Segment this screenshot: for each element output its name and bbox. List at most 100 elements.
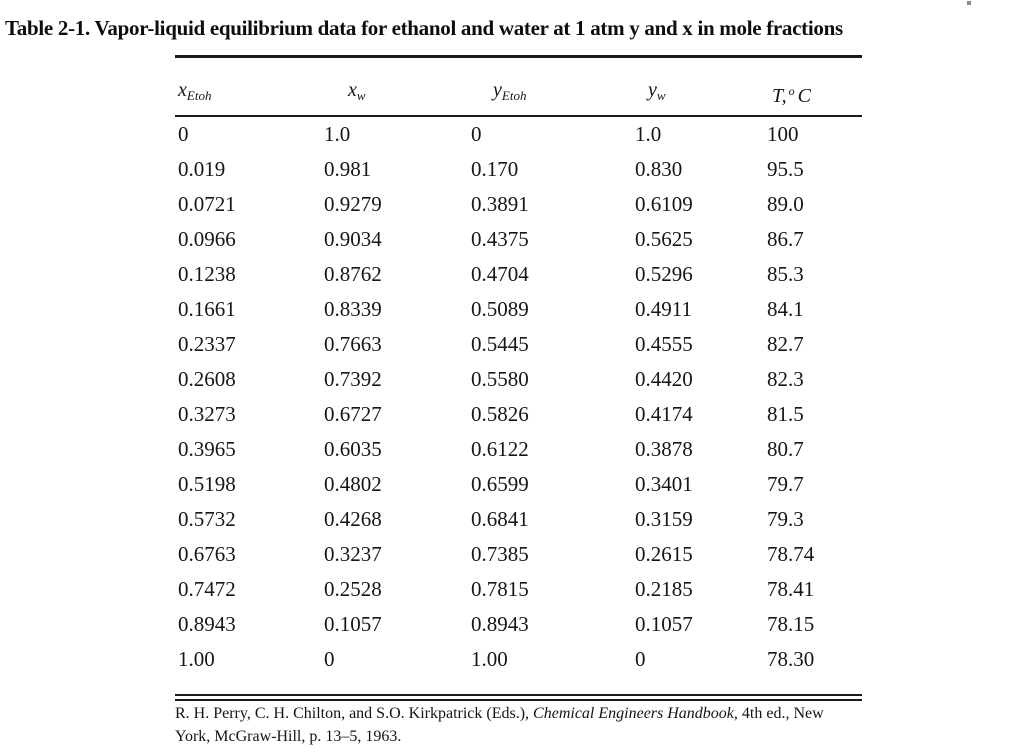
cell-y-etoh: 0.6841 <box>471 507 529 531</box>
col-header-x-w: xw <box>321 58 468 117</box>
cell-x-etoh: 0.019 <box>178 157 226 181</box>
table-row: 0.0966 0.9034 0.4375 0.5625 86.7 <box>175 222 862 257</box>
table-row: 0.1661 0.8339 0.5089 0.4911 84.1 <box>175 292 862 327</box>
cell-temperature: 78.30 <box>767 647 815 671</box>
table-body: 0 1.0 0 1.0 100 0.019 0.981 0.170 0.830 95.5 0.072… <box>175 116 862 677</box>
table-row: 0.7472 0.2528 0.7815 0.2185 78.41 <box>175 572 862 607</box>
table-row: 0 1.0 0 1.0 100 <box>175 116 862 152</box>
cell-temperature: 78.41 <box>767 577 815 601</box>
cell-x-w: 0.9034 <box>324 227 382 251</box>
table-row: 0.5732 0.4268 0.6841 0.3159 79.3 <box>175 502 862 537</box>
header-variable: y <box>648 79 657 101</box>
cell-y-etoh: 0.5580 <box>471 367 529 391</box>
cell-x-w: 0.1057 <box>324 612 382 636</box>
cell-x-etoh: 0 <box>178 122 189 146</box>
header-variable: x <box>348 79 357 101</box>
header-variable: T, <box>772 85 787 107</box>
cell-temperature: 81.5 <box>767 402 804 426</box>
col-header-temperature: T, o C <box>764 58 862 117</box>
cell-y-w: 0.1057 <box>635 612 693 636</box>
cell-temperature: 84.1 <box>767 297 804 321</box>
cell-temperature: 79.3 <box>767 507 804 531</box>
cell-y-w: 0.3159 <box>635 507 693 531</box>
table-header: xEtoh xw yEtoh yw T, o C <box>175 58 862 117</box>
table-title: Table 2-1. Vapor-liquid equilibrium data… <box>5 16 843 40</box>
table-row: 0.6763 0.3237 0.7385 0.2615 78.74 <box>175 537 862 572</box>
cell-y-etoh: 0.4704 <box>471 262 529 286</box>
table-header-row: xEtoh xw yEtoh yw T, o C <box>175 58 862 117</box>
table-row: 0.3273 0.6727 0.5826 0.4174 81.5 <box>175 397 862 432</box>
cell-temperature: 79.7 <box>767 472 804 496</box>
cell-x-w: 1.0 <box>324 122 351 146</box>
cell-y-w: 0.4555 <box>635 332 693 356</box>
cell-x-etoh: 0.5732 <box>178 507 236 531</box>
cell-temperature: 82.7 <box>767 332 804 356</box>
citation-book-title: Chemical Engineers Handbook <box>533 705 734 722</box>
cell-x-w: 0.2528 <box>324 577 382 601</box>
header-variable: y <box>493 79 502 101</box>
cell-y-w: 0.2615 <box>635 542 693 566</box>
cell-y-etoh: 0.170 <box>471 157 519 181</box>
cell-x-w: 0.3237 <box>324 542 382 566</box>
citation-text-prefix: R. H. Perry, C. H. Chilton, and S.O. Kir… <box>175 705 534 722</box>
vle-table-container: xEtoh xw yEtoh yw T, o C 0 1.0 0 1.0 100 0.019 0… <box>175 55 862 701</box>
cell-y-w: 0.5296 <box>635 262 693 286</box>
table-row: 0.3965 0.6035 0.6122 0.3878 80.7 <box>175 432 862 467</box>
header-subscript: w <box>356 88 366 103</box>
cell-y-w: 0.2185 <box>635 577 693 601</box>
cell-y-w: 0.4420 <box>635 367 693 391</box>
cell-x-etoh: 0.5198 <box>178 472 236 496</box>
header-subscript: w <box>656 88 666 103</box>
cell-y-etoh: 0.6122 <box>471 437 529 461</box>
cell-y-etoh: 0.7815 <box>471 577 529 601</box>
cell-y-w: 0 <box>635 647 646 671</box>
cell-y-etoh: 0.7385 <box>471 542 529 566</box>
cell-x-etoh: 0.6763 <box>178 542 236 566</box>
table-row: 0.8943 0.1057 0.8943 0.1057 78.15 <box>175 607 862 642</box>
cell-y-w: 0.5625 <box>635 227 693 251</box>
cell-y-w: 0.3878 <box>635 437 693 461</box>
table-row: 1.00 0 1.00 0 78.30 <box>175 642 862 677</box>
cell-y-w: 0.3401 <box>635 472 693 496</box>
cell-y-w: 0.4174 <box>635 402 693 426</box>
cell-temperature: 82.3 <box>767 367 804 391</box>
table-row: 0.2337 0.7663 0.5445 0.4555 82.7 <box>175 327 862 362</box>
cell-x-etoh: 0.0721 <box>178 192 236 216</box>
cell-temperature: 85.3 <box>767 262 804 286</box>
table-row: 0.2608 0.7392 0.5580 0.4420 82.3 <box>175 362 862 397</box>
cell-y-etoh: 1.00 <box>471 647 508 671</box>
table-bottom-rule <box>175 694 862 701</box>
cell-temperature: 100 <box>767 122 799 146</box>
cell-x-w: 0.7663 <box>324 332 382 356</box>
cell-y-etoh: 0.3891 <box>471 192 529 216</box>
cell-temperature: 78.15 <box>767 612 815 636</box>
header-degree-superscript: o <box>788 84 795 98</box>
header-variable: x <box>178 79 187 101</box>
cell-y-w: 0.4911 <box>635 297 692 321</box>
scan-artifact-dot <box>967 1 971 5</box>
cell-x-etoh: 0.3273 <box>178 402 236 426</box>
cell-temperature: 86.7 <box>767 227 804 251</box>
col-header-x-etoh: xEtoh <box>175 58 321 117</box>
cell-temperature: 80.7 <box>767 437 804 461</box>
cell-y-etoh: 0.6599 <box>471 472 529 496</box>
cell-temperature: 95.5 <box>767 157 804 181</box>
cell-y-etoh: 0.5089 <box>471 297 529 321</box>
cell-x-etoh: 0.2337 <box>178 332 236 356</box>
cell-x-etoh: 0.1661 <box>178 297 236 321</box>
cell-y-etoh: 0.5445 <box>471 332 529 356</box>
cell-y-w: 0.6109 <box>635 192 693 216</box>
cell-x-etoh: 0.8943 <box>178 612 236 636</box>
cell-y-w: 0.830 <box>635 157 683 181</box>
table-row: 0.1238 0.8762 0.4704 0.5296 85.3 <box>175 257 862 292</box>
col-header-y-etoh: yEtoh <box>468 58 632 117</box>
cell-x-etoh: 1.00 <box>178 647 215 671</box>
cell-x-w: 0.4802 <box>324 472 382 496</box>
cell-x-w: 0.7392 <box>324 367 382 391</box>
vle-table: xEtoh xw yEtoh yw T, o C 0 1.0 0 1.0 100 0.019 0… <box>175 58 862 677</box>
header-subscript: Etoh <box>501 88 527 103</box>
cell-x-w: 0.9279 <box>324 192 382 216</box>
source-citation: R. H. Perry, C. H. Chilton, and S.O. Kir… <box>175 702 847 748</box>
header-unit: C <box>797 85 811 107</box>
table-row: 0.5198 0.4802 0.6599 0.3401 79.7 <box>175 467 862 502</box>
